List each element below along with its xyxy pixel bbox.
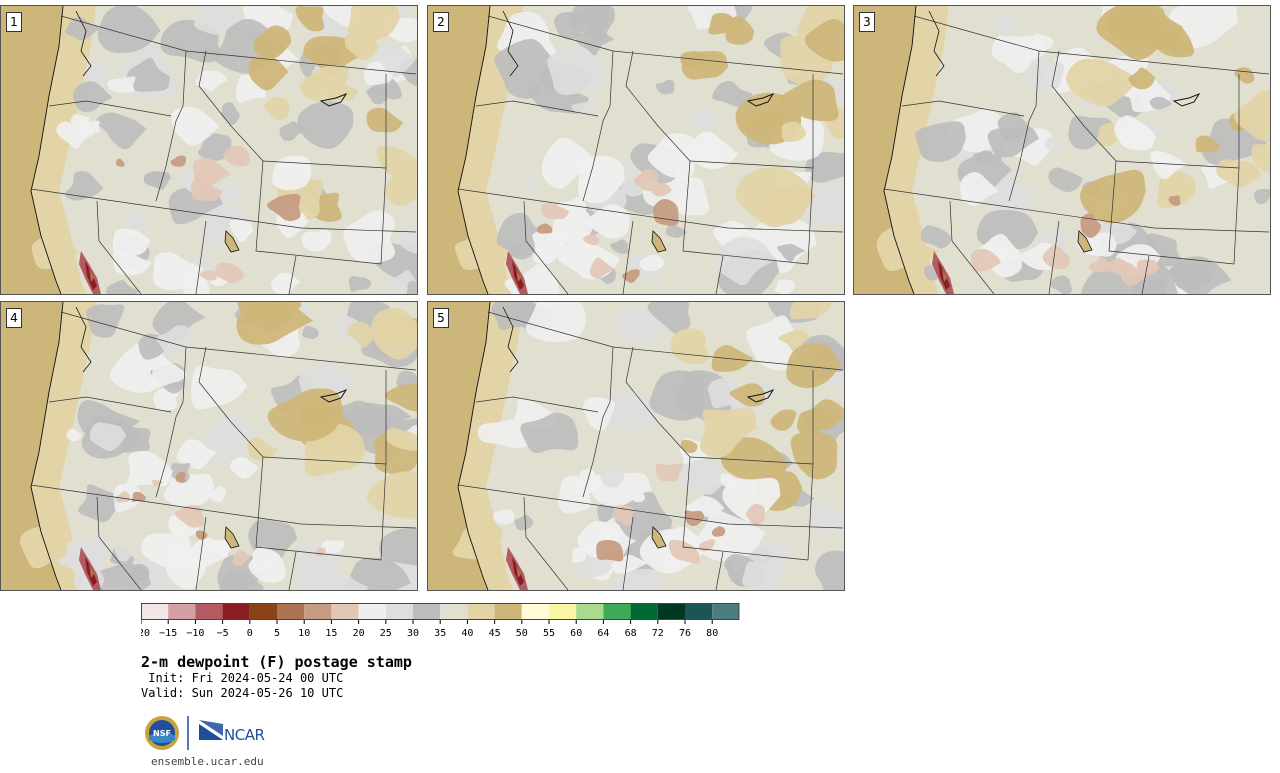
colorbar-swatch — [331, 603, 359, 620]
panel-number: 1 — [6, 12, 22, 32]
colorbar-tick-label: 64 — [597, 628, 609, 639]
colorbar-swatch — [277, 603, 305, 620]
colorbar-tick-label: 10 — [298, 628, 310, 639]
colorbar-tick-label: 35 — [434, 628, 446, 639]
colorbar-tick-label: 50 — [516, 628, 528, 639]
colorbar-tick-label: 45 — [489, 628, 501, 639]
stamp-panel-4: 4 — [0, 301, 418, 591]
colorbar-tick-label: 60 — [570, 628, 582, 639]
logos: NSF NCAR — [145, 716, 265, 750]
colorbar-tick-label: −20 — [141, 628, 150, 639]
colorbar-swatch — [467, 603, 495, 620]
colorbar-tick-label: 0 — [247, 628, 253, 639]
panel-number: 5 — [433, 308, 449, 328]
colorbar-swatch — [385, 603, 413, 620]
colorbar-swatch — [141, 603, 169, 620]
site-url: ensemble.ucar.edu — [151, 755, 264, 768]
panel-number: 4 — [6, 308, 22, 328]
colorbar: −20 −15 −10 −5 0 5 10 15 20 25 30 35 40 45 50 55 60 64 68 7… — [141, 603, 740, 639]
colorbar-tick-label: −10 — [186, 628, 204, 639]
colorbar-swatch — [685, 603, 713, 620]
stamp-panel-5: 5 — [427, 301, 845, 591]
init-time: Init: Fri 2024-05-24 00 UTC — [141, 671, 344, 685]
map-4 — [1, 302, 417, 590]
colorbar-swatch — [222, 603, 250, 620]
colorbar-swatch — [494, 603, 522, 620]
colorbar-tick-label: 40 — [461, 628, 473, 639]
stamp-panel-2: 2 — [427, 5, 845, 295]
colorbar-tick-label: 72 — [652, 628, 664, 639]
colorbar-swatch — [304, 603, 332, 620]
colorbar-tick-label: 20 — [353, 628, 365, 639]
colorbar-tick-label: 15 — [325, 628, 337, 639]
panel-number: 3 — [859, 12, 875, 32]
colorbar-tick-label: 76 — [679, 628, 691, 639]
map-1 — [1, 6, 417, 294]
colorbar-swatch — [249, 603, 277, 620]
colorbar-swatch — [630, 603, 658, 620]
colorbar-swatch — [168, 603, 196, 620]
ncar-logo: NCAR — [199, 720, 265, 744]
colorbar-frame — [141, 603, 740, 620]
map-title: 2-m dewpoint (F) postage stamp — [141, 653, 412, 671]
colorbar-swatch — [413, 603, 441, 620]
nsf-logo-text: NSF — [153, 729, 171, 738]
panel-number: 2 — [433, 12, 449, 32]
colorbar-tick-label: 30 — [407, 628, 419, 639]
colorbar-swatch — [712, 603, 740, 620]
colorbar-swatch — [657, 603, 685, 620]
colorbar-swatch — [549, 603, 577, 620]
ncar-logo-text: NCAR — [224, 726, 264, 744]
colorbar-tick-label: 25 — [380, 628, 392, 639]
colorbar-swatch — [521, 603, 549, 620]
colorbar-tick-label: 80 — [706, 628, 718, 639]
colorbar-tick-label: −5 — [217, 628, 229, 639]
map-2 — [428, 6, 844, 294]
colorbar-swatch — [603, 603, 631, 620]
colorbar-tick-label: 5 — [274, 628, 280, 639]
colorbar-swatch — [195, 603, 223, 620]
colorbar-swatch — [440, 603, 468, 620]
colorbar-tick-label: −15 — [159, 628, 177, 639]
stamp-panel-3: 3 — [853, 5, 1271, 295]
colorbar-swatch — [576, 603, 604, 620]
map-3 — [854, 6, 1270, 294]
stamp-panel-1: 1 — [0, 5, 418, 295]
colorbar-tick-label: 55 — [543, 628, 555, 639]
colorbar-swatch — [358, 603, 386, 620]
nsf-logo: NSF — [145, 716, 179, 750]
valid-time: Valid: Sun 2024-05-26 10 UTC — [141, 686, 344, 700]
colorbar-tick-label: 68 — [625, 628, 637, 639]
map-5 — [428, 302, 844, 590]
